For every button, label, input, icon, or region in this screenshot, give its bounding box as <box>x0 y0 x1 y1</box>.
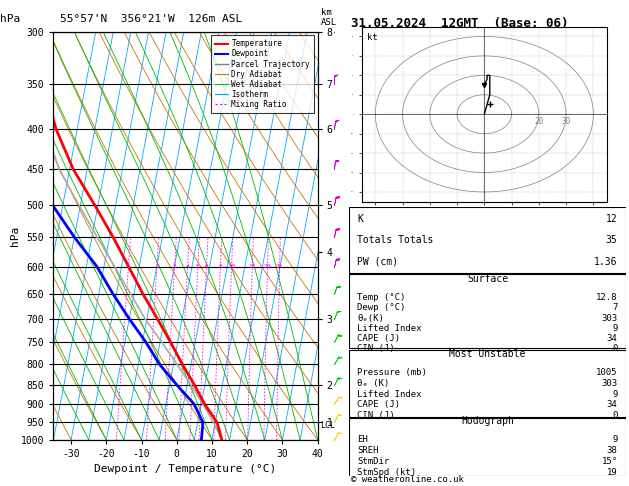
Text: kt: kt <box>367 33 378 42</box>
Text: CIN (J): CIN (J) <box>357 345 395 353</box>
X-axis label: Dewpoint / Temperature (°C): Dewpoint / Temperature (°C) <box>94 465 277 474</box>
Text: StmDir: StmDir <box>357 457 389 466</box>
Bar <box>349 207 626 273</box>
Text: 10: 10 <box>228 264 235 269</box>
Text: Most Unstable: Most Unstable <box>449 348 526 359</box>
Text: Lifted Index: Lifted Index <box>357 389 422 399</box>
Text: Lifted Index: Lifted Index <box>357 324 422 333</box>
Text: 1: 1 <box>126 264 130 269</box>
Text: θₑ (K): θₑ (K) <box>357 379 389 388</box>
Text: 9: 9 <box>612 435 618 444</box>
Text: 303: 303 <box>601 314 618 323</box>
Text: 5: 5 <box>196 264 200 269</box>
Text: 1005: 1005 <box>596 368 618 377</box>
Legend: Temperature, Dewpoint, Parcel Trajectory, Dry Adiabat, Wet Adiabat, Isotherm, Mi: Temperature, Dewpoint, Parcel Trajectory… <box>211 35 314 113</box>
Text: 0: 0 <box>612 345 618 353</box>
Text: 9: 9 <box>612 389 618 399</box>
Text: hPa: hPa <box>0 14 20 24</box>
Text: km
ASL: km ASL <box>321 8 337 27</box>
Text: Temp (°C): Temp (°C) <box>357 293 406 302</box>
Text: 34: 34 <box>607 334 618 343</box>
Text: Totals Totals: Totals Totals <box>357 235 434 245</box>
Text: 38: 38 <box>607 446 618 455</box>
Text: 35: 35 <box>606 235 618 245</box>
Text: 7: 7 <box>612 303 618 312</box>
Text: 34: 34 <box>607 400 618 409</box>
Text: 25: 25 <box>276 264 284 269</box>
Text: 31.05.2024  12GMT  (Base: 06): 31.05.2024 12GMT (Base: 06) <box>351 17 569 30</box>
Text: © weatheronline.co.uk: © weatheronline.co.uk <box>351 474 464 484</box>
Text: CAPE (J): CAPE (J) <box>357 400 401 409</box>
Text: 6: 6 <box>204 264 208 269</box>
Text: Hodograph: Hodograph <box>461 416 514 426</box>
Text: 15°: 15° <box>601 457 618 466</box>
Text: 19: 19 <box>607 468 618 477</box>
Text: 15: 15 <box>248 264 256 269</box>
Text: Surface: Surface <box>467 274 508 283</box>
Text: LCL: LCL <box>320 421 335 431</box>
Text: 12: 12 <box>606 214 618 224</box>
Text: PW (cm): PW (cm) <box>357 257 399 267</box>
Text: K: K <box>357 214 364 224</box>
Text: 3: 3 <box>173 264 177 269</box>
Text: Pressure (mb): Pressure (mb) <box>357 368 427 377</box>
Text: 55°57'N  356°21'W  126m ASL: 55°57'N 356°21'W 126m ASL <box>60 14 242 24</box>
Bar <box>349 274 626 348</box>
Text: 303: 303 <box>601 379 618 388</box>
Text: 20: 20 <box>534 117 543 126</box>
Text: 8: 8 <box>219 264 222 269</box>
Text: Dewp (°C): Dewp (°C) <box>357 303 406 312</box>
Text: CIN (J): CIN (J) <box>357 411 395 420</box>
Bar <box>349 349 626 417</box>
Text: 4: 4 <box>186 264 189 269</box>
Text: 0: 0 <box>612 411 618 420</box>
Text: θₑ(K): θₑ(K) <box>357 314 384 323</box>
Text: EH: EH <box>357 435 368 444</box>
Bar <box>349 418 626 476</box>
Text: SREH: SREH <box>357 446 379 455</box>
Text: CAPE (J): CAPE (J) <box>357 334 401 343</box>
Text: 1.36: 1.36 <box>594 257 618 267</box>
Text: 12.8: 12.8 <box>596 293 618 302</box>
Text: 9: 9 <box>612 324 618 333</box>
Text: StmSpd (kt): StmSpd (kt) <box>357 468 416 477</box>
Y-axis label: hPa: hPa <box>9 226 19 246</box>
Text: 30: 30 <box>562 117 571 126</box>
Text: 2: 2 <box>155 264 159 269</box>
Text: 20: 20 <box>264 264 271 269</box>
